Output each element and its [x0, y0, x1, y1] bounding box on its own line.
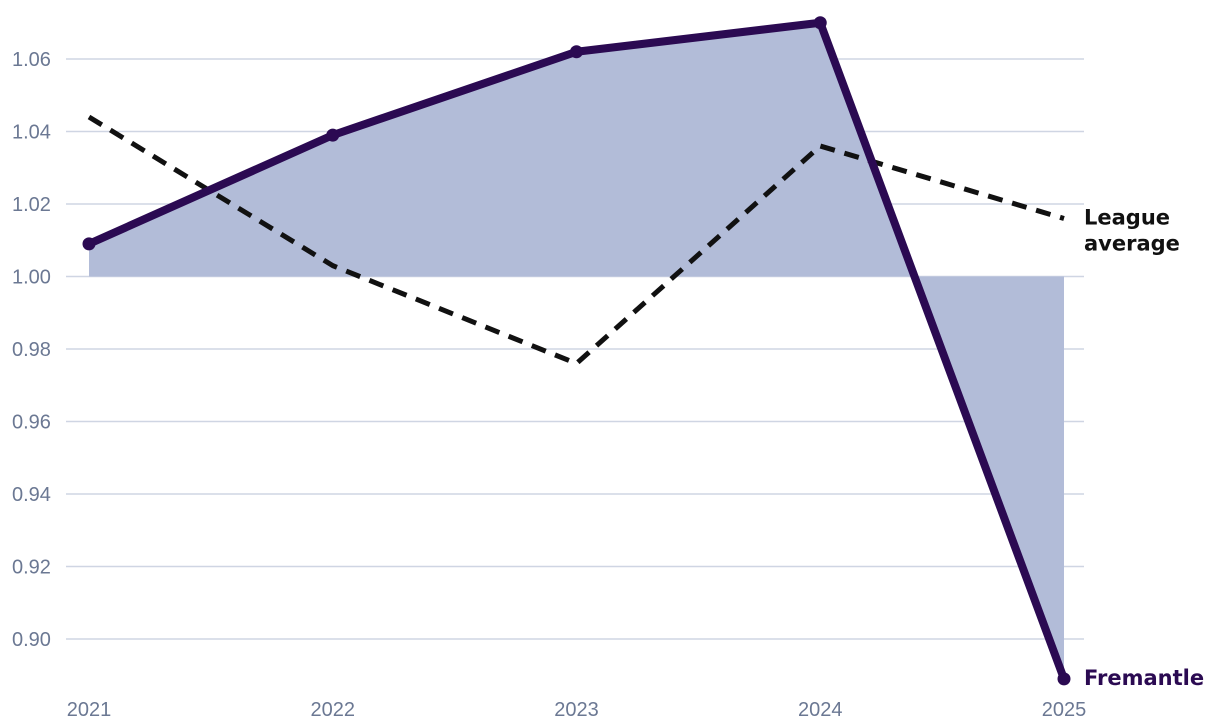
- x-axis-ticks: 2021 2022 2023 2024 2025: [67, 699, 1087, 721]
- y-tick-label-1.00: 1.00: [12, 267, 51, 289]
- fremantle-point-2022: [326, 128, 340, 142]
- y-tick-label-1.06: 1.06: [12, 49, 51, 71]
- data-points: [82, 16, 1071, 686]
- fremantle-point-2025: [1057, 672, 1071, 686]
- x-tick-label-2021: 2021: [67, 699, 112, 721]
- x-tick-label-2022: 2022: [311, 699, 356, 721]
- series-label-league-average-line-2: average: [1084, 232, 1180, 256]
- fremantle-point-2021: [82, 237, 96, 251]
- x-tick-label-2024: 2024: [798, 699, 843, 721]
- fremantle-area-fill: [89, 22, 1064, 679]
- y-tick-label-0.98: 0.98: [12, 339, 51, 361]
- series-labels: Fremantle League average: [1084, 206, 1204, 690]
- x-tick-label-2025: 2025: [1042, 699, 1087, 721]
- series-label-fremantle: Fremantle: [1084, 666, 1204, 690]
- fremantle-point-2023: [570, 45, 583, 59]
- y-tick-label-0.94: 0.94: [12, 484, 51, 506]
- area-fill: [89, 22, 1064, 679]
- y-tick-label-1.02: 1.02: [12, 194, 51, 216]
- x-tick-label-2023: 2023: [554, 699, 599, 721]
- fremantle-point-2024: [813, 16, 827, 30]
- y-axis-ticks: 1.06 1.04 1.02 1.00 0.98 0.96 0.94 0.92 0.90: [12, 49, 51, 651]
- league-average-line: [87, 114, 1065, 366]
- y-tick-label-0.96: 0.96: [12, 412, 51, 434]
- y-tick-label-0.90: 0.90: [12, 629, 51, 651]
- series-label-league-average-line-1: League: [1084, 206, 1170, 230]
- y-tick-label-0.92: 0.92: [12, 557, 51, 579]
- y-tick-label-1.04: 1.04: [12, 122, 51, 144]
